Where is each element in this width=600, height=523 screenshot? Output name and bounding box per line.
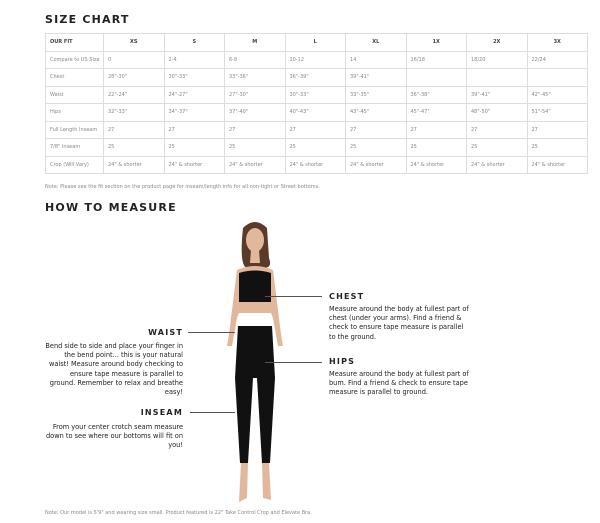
- row-label: 7/8" Inseam: [45, 138, 104, 157]
- table-cell: 25: [163, 138, 225, 157]
- table-cell: 30"-33": [284, 85, 346, 104]
- table-row: Waist 22"-24" 24"-27" 27"-30" 30"-33" 33"-35"…: [45, 85, 588, 104]
- hips-text: Measure around the body at fullest part …: [329, 370, 469, 397]
- page-title: SIZE CHART: [45, 13, 130, 26]
- table-cell: 18/20: [466, 50, 528, 69]
- table-cell: 32"-33": [103, 103, 165, 122]
- row-label: Full Length Inseam: [45, 120, 104, 139]
- table-cell: 14: [345, 50, 407, 69]
- column-header: L: [284, 33, 346, 52]
- table-cell: 36"-38": [405, 85, 467, 104]
- table-cell: 24" & shorter: [526, 155, 588, 174]
- row-label: Chest: [45, 68, 104, 87]
- table-cell: 24" & shorter: [284, 155, 346, 174]
- row-label: Hips: [45, 103, 104, 122]
- table-header: OUR FIT XS S M L XL 1X 2X 3X: [45, 33, 588, 52]
- table-cell: 24" & shorter: [103, 155, 165, 174]
- table-cell: 34"-37": [163, 103, 225, 122]
- table-row: Full Length Inseam 27 27 27 27 27 27 27 27: [45, 120, 588, 139]
- table-cell: 10-12: [284, 50, 346, 69]
- table-cell: 25: [466, 138, 528, 157]
- model-figure: [227, 222, 283, 502]
- table-cell: [526, 68, 588, 87]
- table-cell: 27: [224, 120, 286, 139]
- chest-pointer-line: [265, 296, 322, 297]
- chest-label: CHEST: [329, 292, 365, 301]
- table-cell: 24"-27": [163, 85, 225, 104]
- hips-label: HIPS: [329, 357, 356, 366]
- table-cell: 39"-41": [345, 68, 407, 87]
- table-cell: 28"-30": [103, 68, 165, 87]
- table-cell: [405, 68, 467, 87]
- inseam-label: INSEAM: [140, 408, 183, 417]
- model-note: Note: Our model is 5'9" and wearing size…: [45, 510, 312, 516]
- table-cell: 25: [405, 138, 467, 157]
- table-cell: 33"-35": [345, 85, 407, 104]
- hips-pointer-line: [265, 362, 322, 363]
- table-cell: 27: [284, 120, 346, 139]
- table-cell: 39"-41": [466, 85, 528, 104]
- column-header: XL: [345, 33, 407, 52]
- chest-text: Measure around the body at fullest part …: [329, 305, 469, 341]
- row-label: Compare to US Size: [45, 50, 104, 69]
- size-table: OUR FIT XS S M L XL 1X 2X 3X Compare to US Size 0…: [45, 33, 588, 174]
- table-cell: 24" & shorter: [163, 155, 225, 174]
- table-cell: 25: [526, 138, 588, 157]
- column-header: S: [163, 33, 225, 52]
- table-cell: 36"-39": [284, 68, 346, 87]
- table-cell: 27: [103, 120, 165, 139]
- row-label: Waist: [45, 85, 104, 104]
- table-cell: 24" & shorter: [224, 155, 286, 174]
- row-label: Crop (Will Vary): [45, 155, 104, 174]
- column-header: OUR FIT: [45, 33, 104, 52]
- table-cell: 30"-33": [163, 68, 225, 87]
- table-cell: 27"-30": [224, 85, 286, 104]
- table-cell: 43"-45": [345, 103, 407, 122]
- table-cell: 0: [103, 50, 165, 69]
- table-cell: 25: [224, 138, 286, 157]
- table-cell: [466, 68, 528, 87]
- table-cell: 27: [163, 120, 225, 139]
- table-row: Crop (Will Vary) 24" & shorter 24" & short…: [45, 155, 588, 174]
- table-cell: 25: [284, 138, 346, 157]
- table-cell: 45"-47": [405, 103, 467, 122]
- how-to-measure-title: HOW TO MEASURE: [45, 201, 177, 214]
- table-cell: 22/24: [526, 50, 588, 69]
- table-row: Compare to US Size 0 2-4 6-8 10-12 14 16/18 18/…: [45, 50, 588, 69]
- inseam-text: From your center crotch seam measure dow…: [45, 423, 183, 450]
- inseam-pointer-line: [190, 412, 235, 413]
- table-cell: 40"-43": [284, 103, 346, 122]
- table-cell: 27: [405, 120, 467, 139]
- column-header: 3X: [526, 33, 588, 52]
- waist-text: Bend side to side and place your finger …: [45, 342, 183, 397]
- table-cell: 24" & shorter: [466, 155, 528, 174]
- table-cell: 27: [345, 120, 407, 139]
- table-cell: 24" & shorter: [345, 155, 407, 174]
- table-cell: 16/18: [405, 50, 467, 69]
- table-cell: 2-4: [163, 50, 225, 69]
- table-row: Chest 28"-30" 30"-33" 33"-36" 36"-39" 39"-41": [45, 68, 588, 87]
- table-cell: 6-8: [224, 50, 286, 69]
- table-cell: 22"-24": [103, 85, 165, 104]
- table-cell: 25: [103, 138, 165, 157]
- column-header: XS: [103, 33, 165, 52]
- table-cell: 27: [526, 120, 588, 139]
- table-cell: 42"-45": [526, 85, 588, 104]
- waist-pointer-line: [188, 332, 235, 333]
- column-header: M: [224, 33, 286, 52]
- table-cell: 24" & shorter: [405, 155, 467, 174]
- table-cell: 48"-50": [466, 103, 528, 122]
- table-cell: 51"-54": [526, 103, 588, 122]
- table-row: Hips 32"-33" 34"-37" 37"-40" 40"-43" 43"-45" 4…: [45, 103, 588, 122]
- waist-label: WAIST: [148, 328, 183, 337]
- column-header: 1X: [405, 33, 467, 52]
- table-note: Note: Please see the fit section on the …: [45, 184, 320, 190]
- table-cell: 37"-40": [224, 103, 286, 122]
- table-cell: 27: [466, 120, 528, 139]
- table-cell: 25: [345, 138, 407, 157]
- table-cell: 33"-36": [224, 68, 286, 87]
- column-header: 2X: [466, 33, 528, 52]
- table-row: 7/8" Inseam 25 25 25 25 25 25 25 25: [45, 138, 588, 157]
